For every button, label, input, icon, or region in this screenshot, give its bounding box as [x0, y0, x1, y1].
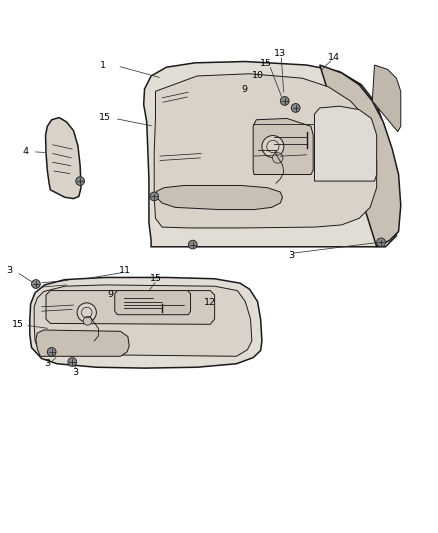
Circle shape [68, 358, 77, 366]
Text: 10: 10 [251, 71, 264, 80]
Polygon shape [320, 65, 401, 247]
Text: 15: 15 [99, 113, 111, 122]
Polygon shape [372, 65, 401, 132]
Circle shape [291, 103, 300, 112]
Text: 15: 15 [260, 59, 272, 68]
Circle shape [262, 135, 284, 157]
Polygon shape [314, 106, 377, 181]
Circle shape [32, 280, 40, 288]
Circle shape [47, 348, 56, 356]
Text: 1: 1 [100, 61, 106, 69]
Text: 11: 11 [119, 266, 131, 276]
Polygon shape [144, 61, 396, 247]
Polygon shape [115, 290, 191, 314]
Text: 9: 9 [241, 85, 247, 94]
Text: 4: 4 [22, 147, 28, 156]
Text: 12: 12 [204, 298, 216, 307]
Circle shape [77, 303, 96, 322]
Text: 3: 3 [7, 266, 13, 276]
Circle shape [76, 177, 85, 185]
Polygon shape [30, 278, 262, 368]
Circle shape [377, 238, 385, 247]
Circle shape [272, 152, 283, 163]
Circle shape [188, 240, 197, 249]
Circle shape [150, 192, 159, 201]
Polygon shape [155, 185, 283, 209]
Circle shape [83, 317, 92, 325]
Text: 3: 3 [72, 368, 78, 377]
Text: 15: 15 [149, 274, 162, 283]
Circle shape [280, 96, 289, 106]
Polygon shape [36, 330, 129, 356]
Polygon shape [253, 118, 313, 174]
Text: 3: 3 [288, 251, 294, 260]
Text: 3: 3 [44, 359, 50, 368]
Polygon shape [34, 285, 252, 356]
Text: 14: 14 [328, 53, 340, 62]
Text: 13: 13 [274, 49, 286, 58]
Text: 15: 15 [12, 320, 25, 329]
Text: 9: 9 [107, 290, 113, 300]
Polygon shape [46, 290, 215, 324]
Polygon shape [154, 74, 377, 228]
Polygon shape [46, 118, 81, 199]
